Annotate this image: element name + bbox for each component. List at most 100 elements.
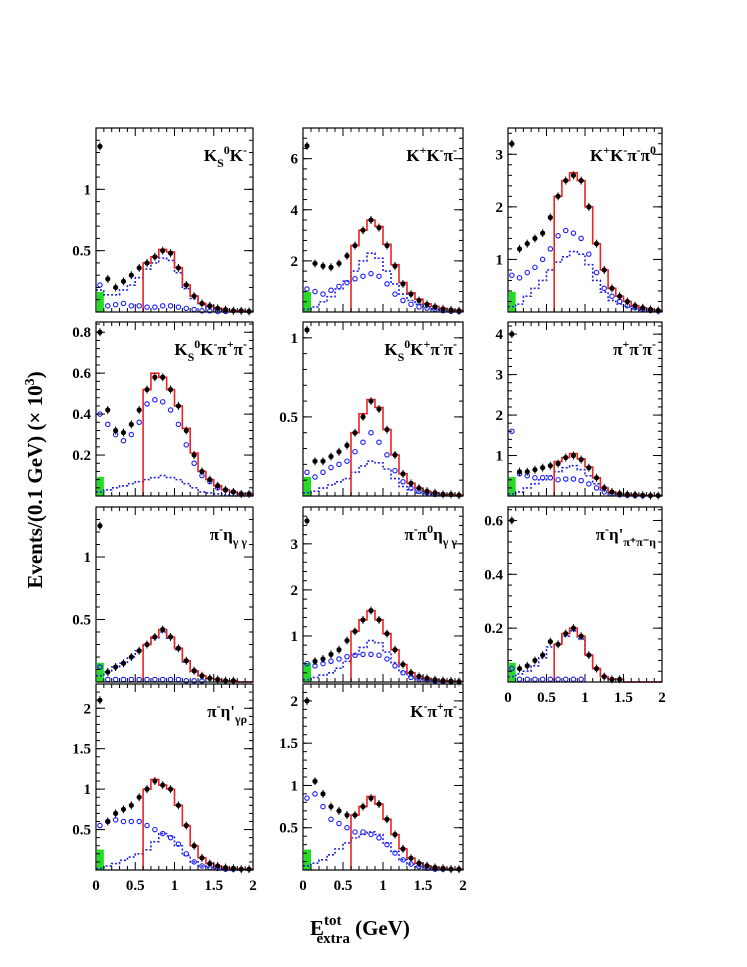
data-point: [105, 407, 111, 413]
y-axis-title: Events/(0.1 GeV) (× 103): [23, 371, 47, 588]
panel-10: 0.5 1 1.5 2 0 0.5 1 1.5 2 π-η'γρ: [72, 683, 257, 894]
panel-title-part: -: [414, 522, 418, 536]
data-point: [215, 676, 221, 683]
data-point: [384, 631, 390, 637]
x-tick-label: 2: [249, 878, 257, 894]
data-point: [175, 265, 182, 271]
data-point: [408, 670, 414, 676]
open-point: [183, 677, 190, 684]
data-point: [632, 303, 638, 309]
y-tick-label: 0.2: [72, 448, 91, 464]
open-point: [509, 272, 515, 278]
data-point: [416, 485, 422, 491]
data-point: [532, 235, 538, 241]
panel-title-part: K: [610, 146, 624, 165]
open-point: [555, 676, 561, 683]
mc-dotted-series: [96, 474, 253, 497]
panel-title-part: S: [188, 350, 195, 364]
data-point: [593, 241, 600, 247]
data-point: [360, 617, 366, 623]
data-point: [368, 795, 374, 801]
data-point: [593, 665, 600, 672]
open-point: [368, 831, 374, 838]
open-point: [304, 795, 310, 801]
open-point: [547, 676, 554, 683]
data-point: [97, 523, 103, 529]
signal-histogram: [142, 628, 253, 683]
data-point: [160, 782, 166, 788]
data-point: [113, 664, 119, 670]
panel-title-part: -: [217, 699, 221, 713]
data-point: [246, 308, 252, 314]
signal-region-box: [97, 291, 104, 312]
data-point: [199, 468, 205, 475]
open-point: [328, 287, 334, 294]
panel-title: π-π0ηγ γ: [404, 522, 457, 549]
data-point: [617, 490, 623, 497]
data-point: [360, 803, 366, 810]
open-point: [532, 264, 538, 271]
data-point: [222, 864, 229, 871]
open-point: [593, 269, 600, 276]
panel-title-part: K: [230, 146, 244, 165]
open-point: [191, 677, 197, 684]
mc-dotted-series: [508, 250, 662, 313]
open-point: [609, 293, 615, 299]
panel-title-part: γ γ: [232, 535, 248, 549]
data-point: [120, 806, 127, 812]
y-tick-label: 4: [496, 327, 504, 343]
panel-title-part: K: [410, 702, 424, 721]
open-point: [384, 841, 390, 848]
x-tick-label: 0: [504, 690, 512, 706]
data-point: [222, 487, 229, 493]
data-point: [175, 645, 182, 651]
panel-title-part: +: [623, 337, 630, 351]
panel-title-part: -: [453, 699, 457, 713]
y-tick-label: 0.6: [72, 366, 91, 382]
open-point: [547, 246, 554, 252]
data-point: [215, 483, 221, 489]
panel-title-part: K: [174, 340, 188, 359]
open-point: [312, 791, 318, 797]
data-point: [624, 298, 630, 305]
data-point: [136, 648, 142, 654]
open-point: [593, 485, 600, 491]
panel-2: 246 K+K-π-: [291, 127, 464, 315]
open-point: [128, 303, 135, 309]
y-tick-label: 0.5: [72, 823, 91, 839]
y-tick-label: 1: [84, 182, 92, 198]
data-point: [352, 430, 358, 436]
open-point: [167, 676, 174, 683]
panel-title-part: γ γ: [442, 535, 458, 549]
open-point: [524, 676, 530, 683]
x-tick-label: 1: [379, 878, 387, 894]
y-tick-label: 0.5: [72, 613, 91, 629]
x-axis-title-tail: (GeV): [350, 916, 410, 940]
x-tick-label: 1: [581, 690, 589, 706]
panel-7: 0.5 1 π-ηγ γ: [72, 506, 254, 685]
y-tick-label: 0.5: [279, 821, 298, 837]
open-point: [384, 656, 390, 662]
open-point: [112, 301, 119, 308]
data-point: [384, 816, 390, 822]
open-point: [516, 275, 523, 281]
open-point: [539, 475, 546, 481]
y-tick-label: 1.5: [72, 742, 91, 758]
data-point: [328, 264, 334, 270]
signal-region-box: [97, 849, 104, 870]
data-point: [376, 617, 382, 623]
open-point: [144, 304, 150, 310]
panel-title-part: π: [404, 525, 414, 544]
y-tick-label: 6: [291, 152, 299, 168]
panel-title-part: 0: [427, 522, 433, 536]
panel-title-part: η': [221, 702, 235, 721]
data-point: [547, 214, 553, 220]
data-point: [555, 461, 561, 467]
data-point: [320, 791, 326, 797]
open-point: [159, 303, 166, 309]
open-point: [328, 816, 334, 823]
data-point: [199, 855, 205, 861]
signal-histogram: [350, 398, 464, 497]
